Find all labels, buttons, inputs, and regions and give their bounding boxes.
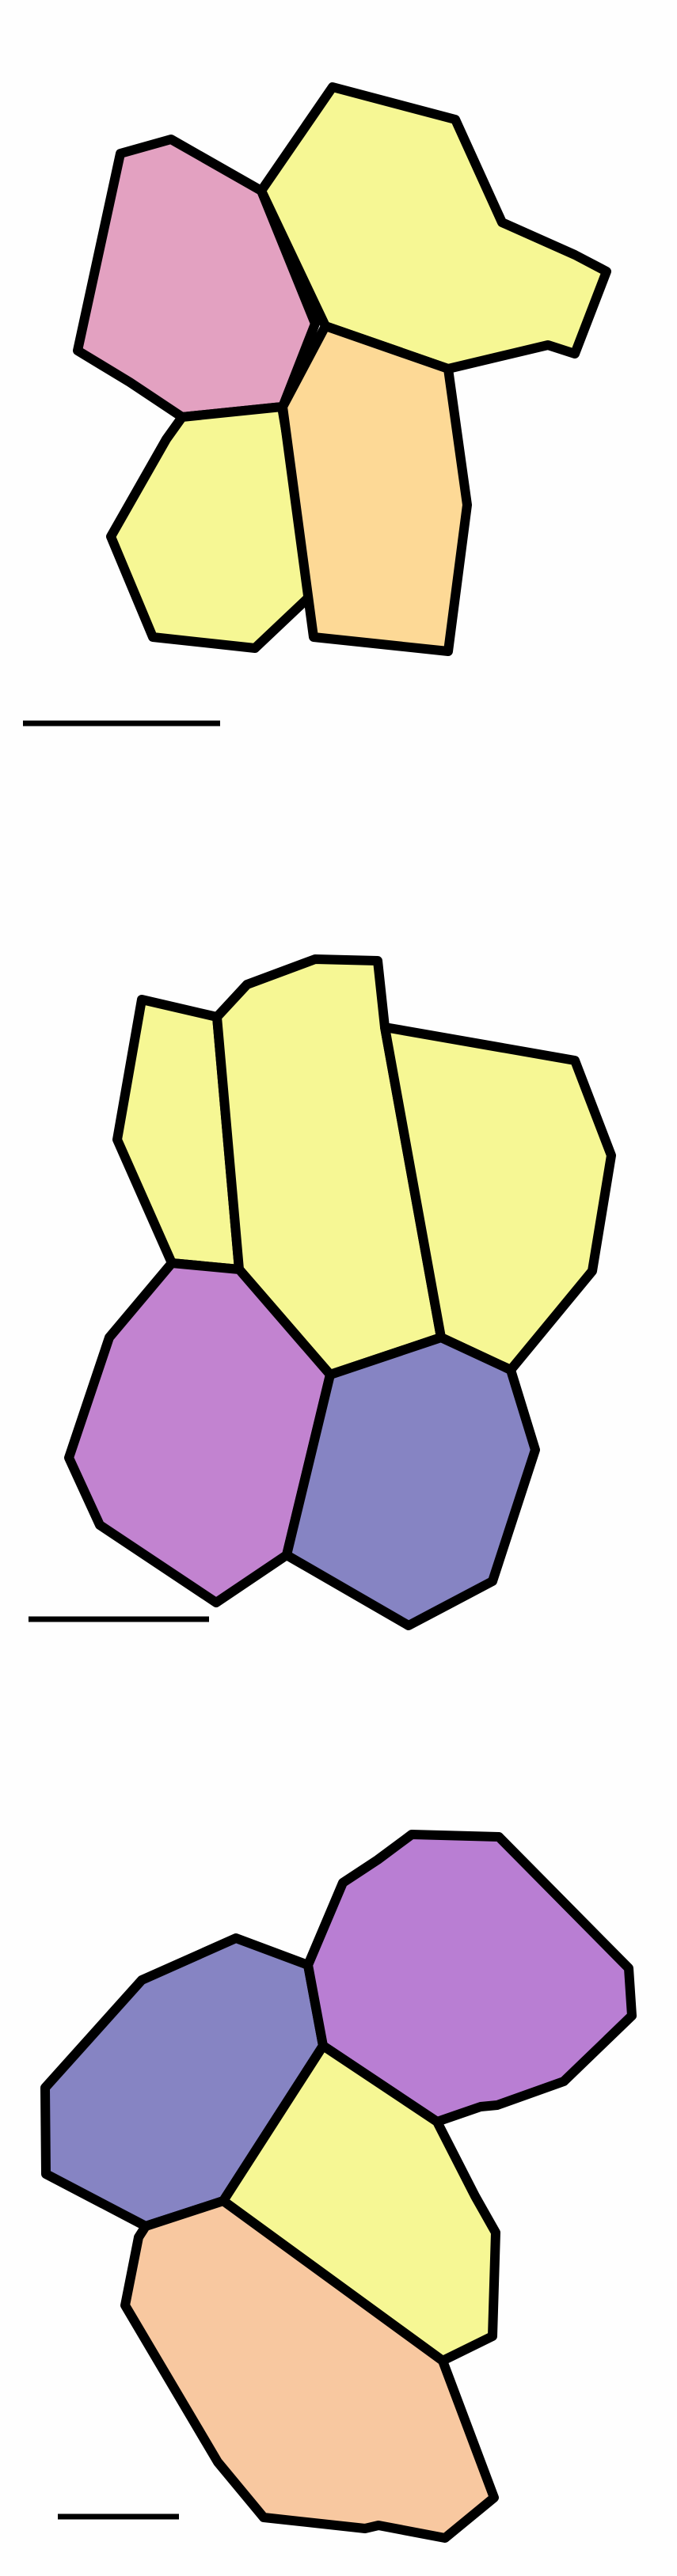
panel-3 [40, 1830, 637, 2543]
panel-3-cell-bottom [120, 2196, 499, 2543]
panel-1-cell-bottom-right [278, 321, 472, 656]
panel-2-cell-bottom-right [282, 1333, 540, 1630]
panel-2-cell-bottom-left [64, 1258, 335, 1607]
panel-1 [23, 82, 611, 727]
panel-2 [29, 954, 616, 1630]
